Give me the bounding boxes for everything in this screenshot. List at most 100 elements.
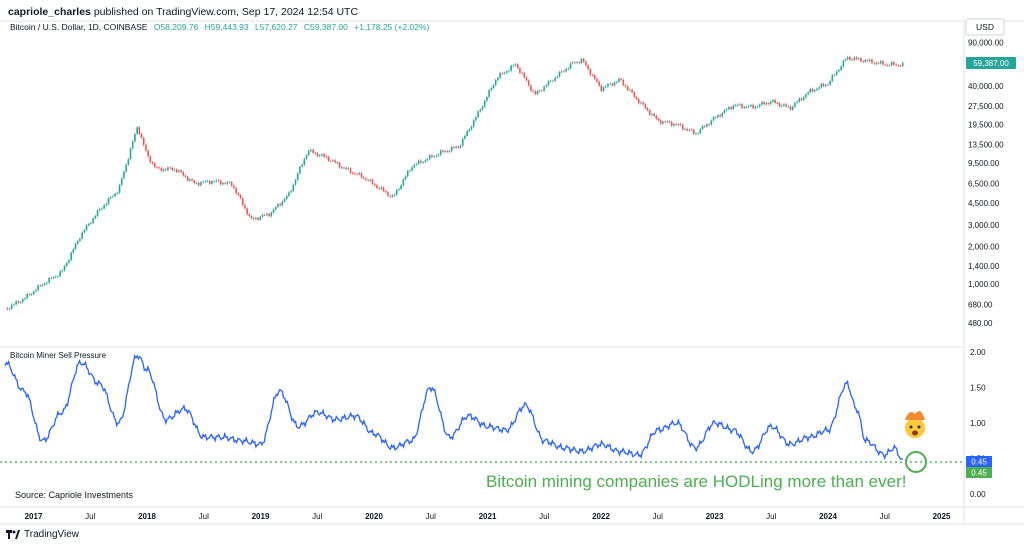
- time-tick-label: Jul: [766, 512, 776, 521]
- candle-body: [433, 156, 435, 158]
- candle-body: [681, 124, 684, 130]
- candle-body: [796, 101, 798, 104]
- candle-body: [228, 182, 231, 184]
- candle-body: [530, 85, 532, 91]
- candle-body: [323, 154, 325, 157]
- candle-body: [90, 223, 92, 224]
- candle-body: [822, 83, 825, 87]
- time-axis: 2017 Jul 2018 Jul 2019 Jul 2020 Jul 2021 Jul 2022 J…: [25, 512, 951, 521]
- candle-body: [734, 104, 737, 106]
- candle-body: [767, 103, 770, 104]
- candle-body: [246, 208, 248, 215]
- candle-body: [272, 209, 275, 213]
- candle-body: [103, 205, 105, 209]
- candle-body: [809, 89, 812, 93]
- time-tick-label: Jul: [880, 512, 890, 521]
- candle-body: [417, 160, 420, 164]
- candle-body: [169, 167, 171, 169]
- candle-body: [393, 194, 396, 196]
- candle-body: [13, 304, 15, 306]
- candle-body: [688, 129, 691, 131]
- candle-body: [215, 180, 218, 182]
- highlight-circle: [905, 451, 927, 473]
- candle-body: [710, 120, 713, 125]
- price-tick-label: 40,000.00: [968, 82, 1004, 91]
- candle-body: [230, 182, 233, 186]
- indicator-value-badge: [966, 456, 992, 467]
- candle-body: [442, 150, 444, 152]
- candle-body: [765, 103, 768, 105]
- time-tick-label: 2022: [592, 512, 610, 521]
- candle-body: [72, 249, 75, 253]
- candle-body: [857, 58, 860, 59]
- price-tick-label: 19,500.00: [968, 121, 1004, 130]
- candle-body: [532, 90, 534, 92]
- time-tick-label: 2017: [25, 512, 43, 521]
- candle-body: [101, 208, 103, 210]
- candle-body: [431, 155, 433, 158]
- candle-body: [81, 232, 83, 239]
- candle-body: [173, 169, 176, 171]
- candle-body: [642, 102, 644, 105]
- candle-body: [842, 60, 845, 67]
- candle-body: [202, 181, 204, 183]
- candle-body: [490, 88, 493, 91]
- candle-body: [153, 163, 156, 167]
- candle-body: [692, 129, 695, 134]
- candle-body: [191, 179, 193, 181]
- candle-body: [882, 61, 884, 65]
- time-tick-label: 2018: [138, 512, 156, 521]
- candle-body: [813, 90, 816, 92]
- candle-body: [571, 62, 574, 64]
- candle-body: [241, 198, 244, 205]
- candle-body: [853, 57, 856, 60]
- currency-button[interactable]: [965, 18, 1005, 36]
- candle-body: [35, 290, 37, 292]
- price-tick-label: 3,000.00: [968, 221, 1000, 230]
- candle-body: [717, 115, 719, 118]
- candle-body: [43, 283, 46, 285]
- candle-body: [24, 298, 26, 300]
- candle-body: [508, 70, 510, 72]
- candle-body: [406, 171, 409, 177]
- candle-body: [547, 81, 550, 86]
- level-value-badge: [966, 467, 992, 478]
- candle-body: [558, 71, 561, 77]
- candle-body: [285, 195, 288, 199]
- candle-body: [644, 104, 647, 109]
- candle-body: [651, 114, 653, 115]
- candle-body: [65, 262, 68, 266]
- candle-body: [739, 104, 741, 105]
- candle-body: [290, 190, 292, 193]
- price-tick-label: 1,400.00: [968, 262, 1000, 271]
- candle-body: [195, 182, 198, 184]
- indicator-tick-label: 1.00: [970, 419, 986, 428]
- candle-body: [527, 80, 530, 86]
- candle-body: [294, 179, 297, 185]
- candle-body: [162, 169, 165, 171]
- price-tick-label: 9,500.00: [968, 159, 1000, 168]
- time-tick-label: Jul: [312, 512, 322, 521]
- candle-body: [743, 106, 746, 108]
- candle-body: [875, 62, 878, 64]
- candle-body: [360, 173, 363, 178]
- author-name[interactable]: capriole_charles: [8, 6, 91, 18]
- candle-body: [712, 117, 715, 121]
- candle-body: [402, 179, 405, 186]
- candle-body: [629, 89, 631, 91]
- tradingview-logo[interactable]: TradingView: [6, 529, 79, 540]
- candle-body: [873, 62, 875, 64]
- candle-body: [543, 86, 545, 91]
- candle-body: [424, 160, 427, 162]
- candle-body: [226, 182, 229, 184]
- candle-body: [536, 90, 539, 95]
- price-tick-label: 90,000.00: [968, 39, 1004, 48]
- candle-body: [175, 169, 178, 172]
- time-tick-label: 2021: [479, 512, 497, 521]
- candle-body: [6, 308, 9, 310]
- candle-body: [189, 179, 191, 181]
- candle-body: [46, 282, 48, 284]
- candle-body: [701, 126, 704, 129]
- candle-body: [475, 117, 477, 121]
